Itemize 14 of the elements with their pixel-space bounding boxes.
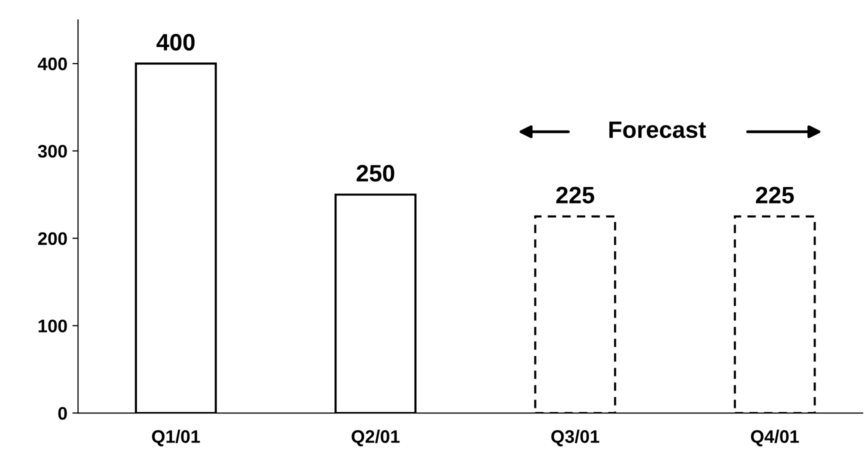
data-label: 250 — [356, 164, 394, 182]
data-label: 225 — [756, 186, 794, 204]
data-label: 225 — [556, 186, 594, 204]
y-tick-label: 300 — [38, 144, 67, 158]
x-tick-label: Q2/01 — [352, 430, 400, 446]
x-tick-label: Q1/01 — [152, 430, 200, 446]
data-label: 400 — [156, 34, 195, 51]
y-tick-label: 200 — [38, 232, 67, 246]
annotation: Forecast — [609, 122, 706, 138]
x-tick-label: Q3/01 — [551, 430, 600, 446]
y-tick-label: 0 — [58, 406, 67, 420]
x-tick-label: Q4/01 — [750, 430, 799, 446]
y-tick-label: 400 — [38, 58, 67, 70]
y-tick-label: 100 — [38, 320, 67, 332]
